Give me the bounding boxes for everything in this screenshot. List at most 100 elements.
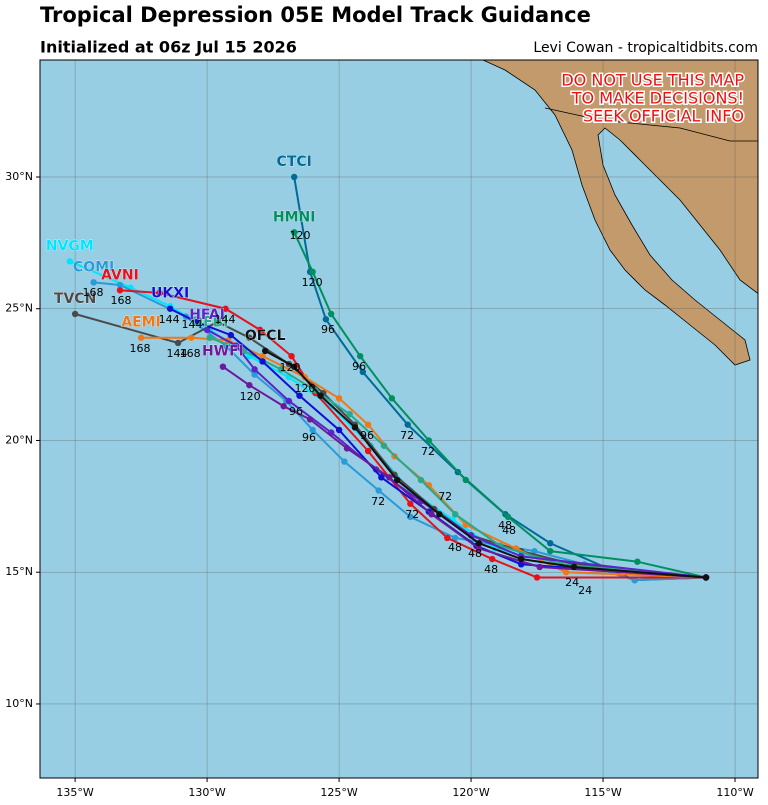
hour-label: 72	[400, 429, 414, 442]
track-point	[702, 574, 710, 581]
track-point	[452, 534, 459, 542]
track-label: AVNI	[101, 267, 139, 283]
hour-label: 24	[565, 576, 579, 589]
track-line	[264, 350, 707, 579]
y-tick-label: 25°N	[5, 302, 33, 315]
track-point	[536, 563, 543, 571]
x-tick-label: 120°W	[452, 786, 489, 799]
hour-label: 120	[295, 382, 316, 395]
track-point	[436, 511, 443, 518]
hour-label: 168	[180, 347, 201, 360]
track-point	[444, 534, 451, 542]
track-point	[335, 426, 343, 434]
hour-label: 24	[578, 584, 592, 597]
track-label: OFBI	[191, 315, 228, 331]
hour-label: 120	[279, 361, 300, 374]
hour-label: 144	[215, 313, 236, 326]
track-label: CTCI	[277, 154, 312, 170]
track-point	[156, 289, 163, 297]
track-label: TVCN	[54, 291, 96, 307]
hour-label: 96	[321, 323, 335, 336]
track-point	[364, 447, 372, 455]
track-point	[259, 358, 266, 365]
track-point	[285, 397, 293, 405]
y-tick-label: 20°N	[5, 433, 33, 446]
track-label: COMI	[73, 259, 114, 275]
track-point	[232, 342, 240, 349]
track-point	[375, 487, 382, 494]
track-point	[291, 173, 298, 181]
track-point	[547, 547, 554, 555]
track-label: HWFI	[202, 344, 244, 360]
track-point	[296, 392, 303, 399]
x-tick-label: 125°W	[320, 786, 357, 799]
track-point	[227, 331, 235, 339]
x-tick-label: 130°W	[188, 786, 225, 799]
track-point	[570, 563, 578, 571]
warning: TO MAKE DECISIONS!	[571, 89, 744, 108]
track-point	[90, 279, 97, 286]
track-point	[562, 569, 570, 576]
track-point	[246, 334, 253, 341]
track-point	[116, 287, 124, 294]
track-point	[346, 410, 353, 418]
track-point	[214, 318, 221, 326]
track-label: UKXI	[151, 286, 189, 302]
track-point	[322, 316, 330, 323]
track-line	[222, 365, 707, 579]
track-point	[475, 545, 483, 552]
track-point	[291, 363, 298, 370]
track-point	[219, 363, 227, 370]
chart-subtitle: Initialized at 06z Jul 15 2026	[40, 38, 297, 57]
track-point	[327, 310, 335, 318]
track-point	[291, 229, 298, 236]
warning: SEEK OFFICIAL INFO	[583, 107, 744, 126]
track-line	[119, 289, 706, 579]
hour-label: 144	[182, 318, 203, 331]
track-point	[631, 576, 638, 584]
hour-label: 96	[302, 431, 316, 444]
track-point	[452, 511, 459, 518]
track-point	[504, 513, 512, 521]
track-point	[66, 258, 74, 265]
hour-label: 120	[240, 390, 261, 403]
hour-label: 72	[421, 445, 435, 458]
track-point	[380, 442, 388, 449]
hour-label: 48	[498, 519, 512, 532]
track-point	[306, 416, 314, 423]
track-point	[261, 347, 269, 355]
hour-label: 72	[371, 495, 385, 508]
hour-label: 72	[438, 490, 452, 503]
track-point	[203, 326, 211, 334]
hour-label: 144	[167, 347, 188, 360]
track-point	[309, 426, 316, 434]
x-tick-label: 110°W	[716, 786, 753, 799]
track-point	[407, 513, 414, 521]
hour-label: 48	[448, 541, 462, 554]
land	[482, 60, 758, 366]
track-point	[174, 339, 182, 347]
track-point	[386, 474, 393, 481]
track-label: NVGM	[46, 238, 94, 254]
track-point	[404, 421, 411, 428]
hour-label: 120	[302, 276, 323, 289]
hour-label: 48	[484, 563, 498, 576]
track-point	[475, 540, 483, 547]
track-point	[259, 352, 266, 360]
hour-label: 168	[83, 286, 104, 299]
track-point	[531, 547, 538, 555]
hour-label: 48	[468, 547, 482, 560]
warning: DO NOT USE THIS MAP	[561, 71, 744, 90]
hour-label: 168	[111, 294, 132, 307]
hour-label: 72	[405, 508, 419, 521]
hour-label: 96	[360, 429, 374, 442]
track-point	[343, 445, 351, 452]
hour-label: 168	[130, 342, 151, 355]
hour-label: 48	[502, 524, 516, 537]
credit: Levi Cowan - tropicaltidbits.com	[533, 40, 758, 56]
track-point	[547, 540, 554, 547]
track-point	[428, 511, 435, 518]
track-point	[364, 421, 372, 428]
track-point	[351, 424, 359, 431]
